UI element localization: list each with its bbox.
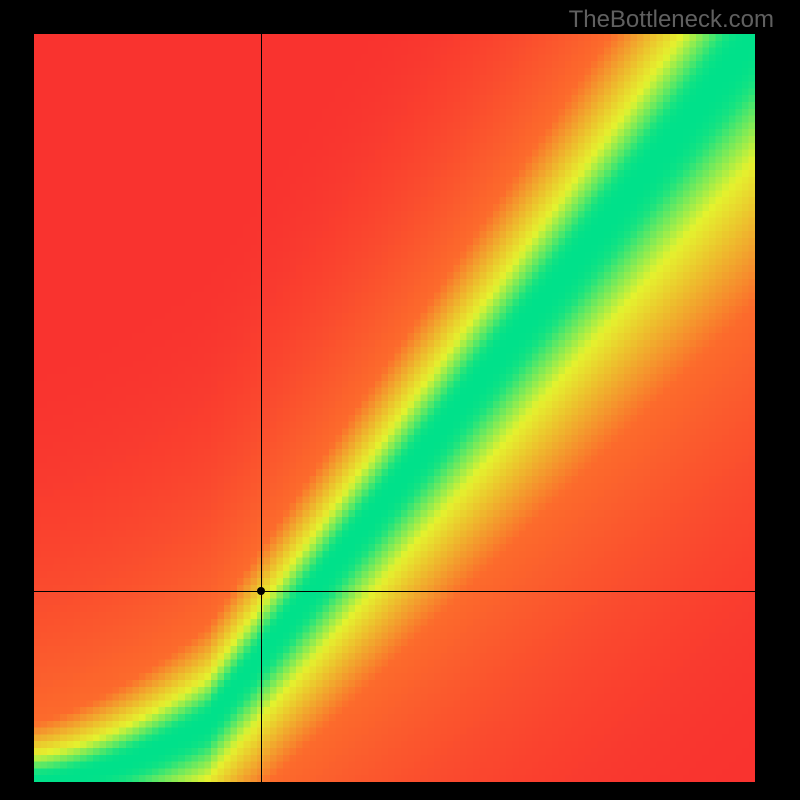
crosshair-horizontal bbox=[34, 591, 755, 592]
crosshair-vertical bbox=[261, 34, 262, 782]
bottleneck-heatmap bbox=[34, 34, 755, 782]
watermark-text: TheBottleneck.com bbox=[569, 6, 774, 34]
